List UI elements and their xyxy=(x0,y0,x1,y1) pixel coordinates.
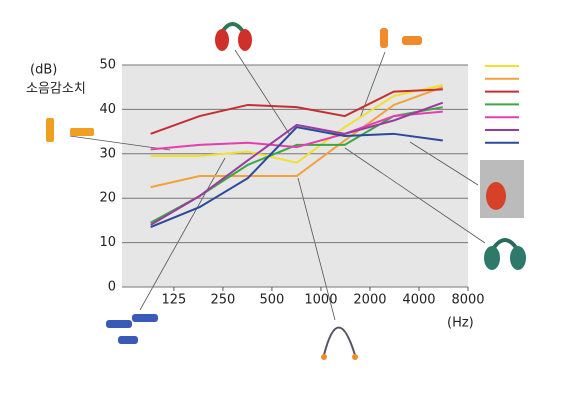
y-tick-label: 10 xyxy=(99,235,116,250)
series-line xyxy=(150,86,444,189)
series-line xyxy=(150,126,443,228)
x-tick-label: 1000 xyxy=(304,293,337,308)
x-tick-label: 8000 xyxy=(451,293,484,308)
y-axis-label: 소음감소치 xyxy=(26,82,86,97)
x-tick-label: 500 xyxy=(260,293,285,308)
y-tick-label: 30 xyxy=(99,146,116,161)
product-icons xyxy=(46,22,526,360)
series-line xyxy=(150,101,444,226)
x-tick-label: 125 xyxy=(161,293,186,308)
x-tick-label: 4000 xyxy=(402,293,435,308)
x-tick-label: 2000 xyxy=(353,293,386,308)
series-line xyxy=(150,88,443,135)
y-tick-label: 50 xyxy=(99,58,116,73)
series-line xyxy=(150,84,443,164)
y-tick-label: 20 xyxy=(99,191,116,206)
y-tick-label: 40 xyxy=(99,102,116,117)
y-axis-unit: (dB) xyxy=(30,63,57,78)
x-tick-label: 250 xyxy=(211,293,236,308)
x-axis-label: (Hz) xyxy=(447,316,474,331)
y-tick-label: 0 xyxy=(108,280,116,295)
decorations xyxy=(69,49,486,321)
series-line xyxy=(150,110,443,151)
